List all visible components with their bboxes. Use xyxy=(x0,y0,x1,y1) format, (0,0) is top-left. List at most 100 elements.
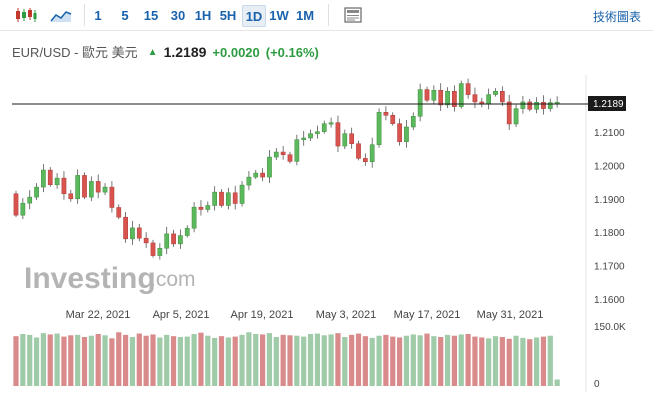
volume-bar xyxy=(136,333,142,386)
up-arrow-icon: ▲ xyxy=(147,47,158,58)
candle-body xyxy=(116,207,122,218)
volume-bar xyxy=(246,332,252,386)
volume-bar xyxy=(95,334,101,386)
volume-bar xyxy=(232,336,238,386)
candle-body xyxy=(253,172,259,178)
volume-bar xyxy=(102,335,108,386)
timeframe-1w-button[interactable]: 1W xyxy=(269,7,289,23)
watermark-suffix: .com xyxy=(150,268,196,291)
volume-bar xyxy=(33,337,40,386)
volume-bar xyxy=(170,336,177,386)
candlestick-type-button[interactable] xyxy=(12,5,40,25)
candle-body xyxy=(95,181,101,193)
area-chart-icon xyxy=(50,11,72,22)
volume-bar xyxy=(534,337,540,386)
investing-logo: Investing .com xyxy=(24,262,196,295)
timeframe-5h-button[interactable]: 5H xyxy=(219,7,237,23)
candle-body xyxy=(445,91,450,106)
volume-bar xyxy=(458,334,464,386)
candle-body xyxy=(102,186,108,193)
volume-bar xyxy=(266,333,273,386)
volume-bar xyxy=(212,337,218,386)
volume-bar xyxy=(109,338,115,386)
volume-bar xyxy=(376,335,382,386)
volume-bar xyxy=(81,337,88,386)
x-axis-tick-label: May 31, 2021 xyxy=(477,309,544,321)
volume-bar xyxy=(547,335,553,386)
candle-body xyxy=(191,206,197,229)
x-axis-tick-label: Apr 19, 2021 xyxy=(231,309,294,321)
candle-body xyxy=(68,193,74,200)
volume-bar xyxy=(321,335,327,386)
timeframe-1m-button[interactable]: 1 xyxy=(94,7,102,23)
volume-bar xyxy=(451,335,457,386)
volume-bar xyxy=(13,336,19,386)
candle-body xyxy=(239,184,245,204)
volume-bar xyxy=(301,336,307,386)
timeframe-1h-button[interactable]: 1H xyxy=(194,7,212,23)
volume-bar xyxy=(540,336,547,386)
volume-bar xyxy=(486,338,492,386)
candle-body xyxy=(308,133,313,139)
candle-body xyxy=(184,227,190,236)
volume-bar xyxy=(342,337,348,386)
candle-body xyxy=(150,242,156,256)
timeframe-5m-button[interactable]: 5 xyxy=(121,7,129,23)
volume-bar xyxy=(383,334,389,386)
volume-bar xyxy=(554,379,560,386)
candle-body xyxy=(75,175,81,200)
area-chart-type-button[interactable] xyxy=(48,5,74,25)
volume-max-label: 150.0K xyxy=(594,322,626,333)
candle-body xyxy=(520,101,526,109)
quote-header: EUR/USD - 歐元 美元 ▲ 1.2189 +0.0020 (+0.16%… xyxy=(12,42,319,62)
volume-bar xyxy=(479,337,485,386)
candle-body xyxy=(513,108,519,125)
volume-zero-label: 0 xyxy=(594,379,600,390)
candle-body xyxy=(506,101,512,125)
technical-chart-link[interactable]: 技術圖表 xyxy=(592,10,641,24)
volume-bar xyxy=(294,335,300,386)
newspaper-icon xyxy=(344,7,362,23)
news-toggle-button[interactable] xyxy=(340,5,366,25)
volume-bar xyxy=(472,336,478,386)
timeframe-1d-button[interactable]: 1D xyxy=(242,5,266,27)
x-axis-tick-label: Apr 5, 2021 xyxy=(153,309,210,321)
volume-bar xyxy=(123,334,129,386)
candle-body xyxy=(171,233,176,245)
candle-body xyxy=(164,233,170,249)
volume-bar xyxy=(520,337,526,386)
volume-bar xyxy=(492,336,499,386)
volume-bar xyxy=(205,335,211,386)
x-axis-tick-label: May 3, 2021 xyxy=(316,309,377,321)
candle-body xyxy=(205,205,211,210)
y-axis-tick-label: 1.1600 xyxy=(594,295,625,306)
last-price-tag-label: 1.2189 xyxy=(593,99,624,110)
volume-bar xyxy=(513,335,519,386)
candle-body xyxy=(458,83,464,107)
candle-body xyxy=(27,196,33,204)
volume-bar xyxy=(116,332,122,386)
price-change-percent: (+0.16%) xyxy=(265,45,319,60)
candle-body xyxy=(472,94,478,103)
timeframe-30m-button[interactable]: 30 xyxy=(170,7,186,23)
candle-body xyxy=(534,102,539,110)
candle-body xyxy=(273,151,279,158)
x-axis-tick-label: May 17, 2021 xyxy=(394,309,461,321)
candle-body xyxy=(232,192,238,204)
candle-body xyxy=(280,151,286,155)
volume-bar xyxy=(239,334,245,386)
candle-body xyxy=(82,175,87,198)
y-axis-tick-label: 1.1900 xyxy=(594,195,625,206)
candle-body xyxy=(212,191,218,206)
volume-bar xyxy=(287,335,293,386)
candle-body xyxy=(20,202,26,216)
timeframe-1mo-button[interactable]: 1M xyxy=(295,7,315,23)
candle-body xyxy=(13,193,19,216)
timeframe-15m-button[interactable]: 15 xyxy=(143,7,159,23)
candle-body xyxy=(315,131,320,134)
volume-bar xyxy=(20,334,26,386)
volume-bar xyxy=(280,334,286,386)
volume-bar xyxy=(225,337,231,386)
candle-body xyxy=(34,186,39,198)
